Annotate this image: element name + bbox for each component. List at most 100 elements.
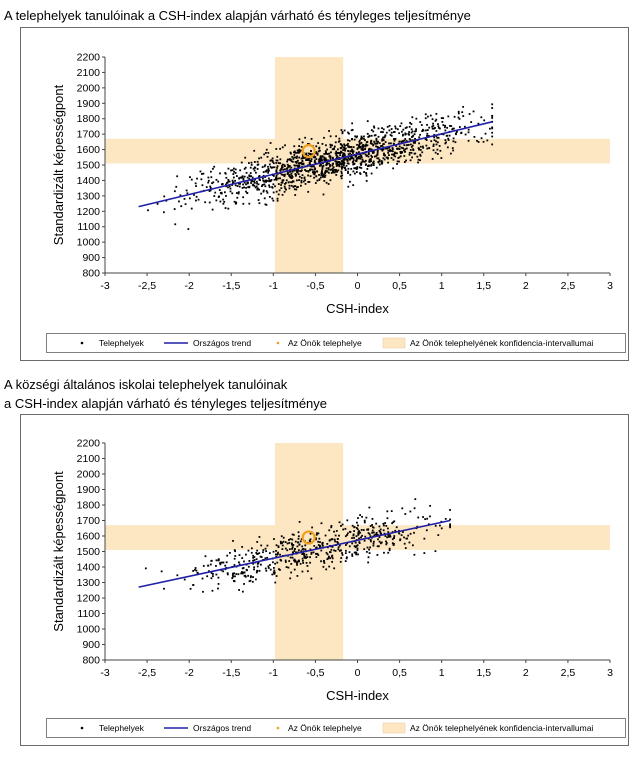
scatter-point bbox=[284, 183, 286, 185]
scatter-point bbox=[421, 151, 424, 154]
scatter-point bbox=[160, 570, 163, 573]
scatter-point bbox=[243, 571, 246, 574]
scatter-point bbox=[283, 168, 286, 171]
scatter-point bbox=[344, 535, 347, 538]
scatter-point bbox=[302, 163, 305, 166]
scatter-point bbox=[209, 186, 212, 189]
scatter-point bbox=[411, 130, 414, 133]
scatter-point bbox=[366, 144, 369, 147]
scatter-point bbox=[335, 163, 338, 165]
scatter-point bbox=[343, 129, 346, 132]
x-tick-label: 0 bbox=[355, 667, 361, 679]
scatter-point bbox=[342, 160, 345, 163]
scatter-point bbox=[323, 176, 326, 178]
trend-line bbox=[138, 121, 493, 208]
scatter-point bbox=[234, 172, 237, 174]
scatter-point bbox=[342, 155, 345, 158]
scatter-point bbox=[296, 562, 298, 565]
scatter-point bbox=[293, 558, 296, 561]
scatter-point bbox=[325, 551, 328, 554]
legend-point-icon bbox=[77, 719, 87, 737]
scatter-point bbox=[280, 167, 283, 169]
scatter-point bbox=[448, 134, 451, 137]
scatter-point bbox=[317, 540, 320, 543]
scatter-point bbox=[332, 166, 335, 169]
scatter-point bbox=[290, 563, 293, 565]
scatter-point bbox=[293, 568, 296, 571]
scatter-point bbox=[414, 137, 416, 140]
scatter-point bbox=[217, 576, 220, 579]
x-tick-label: -3 bbox=[100, 280, 109, 292]
scatter-point bbox=[403, 542, 406, 545]
scatter-point bbox=[482, 140, 485, 143]
scatter-point bbox=[319, 155, 322, 158]
scatter-point bbox=[358, 139, 361, 142]
scatter-point bbox=[217, 583, 220, 585]
scatter-point bbox=[307, 174, 310, 177]
scatter-point bbox=[419, 121, 422, 123]
scatter-point bbox=[351, 148, 353, 151]
scatter-point bbox=[351, 555, 354, 557]
scatter-point bbox=[306, 570, 309, 573]
scatter-point bbox=[320, 549, 323, 552]
scatter-point bbox=[355, 553, 358, 556]
scatter-point bbox=[196, 571, 199, 574]
scatter-point bbox=[321, 175, 324, 178]
scatter-point bbox=[454, 141, 457, 144]
scatter-point bbox=[224, 207, 227, 209]
scatter-point bbox=[268, 179, 271, 182]
scatter-point bbox=[228, 185, 231, 188]
scatter-point bbox=[341, 155, 344, 158]
scatter-point bbox=[380, 145, 382, 147]
scatter-point bbox=[290, 181, 292, 184]
scatter-point bbox=[437, 126, 440, 129]
scatter-point bbox=[238, 185, 241, 188]
scatter-point bbox=[189, 587, 192, 590]
scatter-point bbox=[451, 147, 454, 149]
scatter-point bbox=[424, 137, 427, 140]
scatter-point bbox=[400, 140, 403, 143]
scatter-point bbox=[339, 154, 341, 156]
scatter-point bbox=[238, 589, 240, 591]
scatter-point bbox=[288, 164, 291, 167]
scatter-point bbox=[409, 532, 412, 535]
scatter-point bbox=[333, 168, 336, 171]
scatter-point bbox=[277, 545, 280, 548]
scatter-point bbox=[290, 571, 293, 574]
scatter-point bbox=[331, 167, 334, 170]
scatter-point bbox=[399, 125, 402, 128]
scatter-point bbox=[370, 140, 372, 143]
scatter-point bbox=[253, 181, 256, 184]
scatter-point bbox=[353, 530, 356, 532]
legend-band-icon bbox=[382, 334, 406, 352]
scatter-point bbox=[232, 176, 235, 179]
scatter-point bbox=[349, 173, 352, 176]
scatter-point bbox=[291, 533, 294, 536]
scatter-point bbox=[291, 175, 294, 178]
scatter-point bbox=[341, 162, 344, 165]
scatter-point bbox=[309, 561, 311, 564]
scatter-point bbox=[272, 191, 275, 194]
scatter-point bbox=[363, 519, 366, 522]
scatter-point bbox=[444, 518, 447, 520]
scatter-point bbox=[305, 561, 308, 564]
scatter-point bbox=[352, 152, 354, 154]
scatter-point bbox=[359, 155, 362, 158]
scatter-point bbox=[439, 127, 441, 130]
scatter-point bbox=[393, 542, 395, 545]
scatter-point bbox=[212, 573, 214, 575]
scatter-point bbox=[264, 547, 267, 550]
scatter-point bbox=[476, 139, 478, 142]
y-tick-label: 1500 bbox=[77, 546, 101, 558]
scatter-point bbox=[372, 542, 375, 545]
scatter-point bbox=[242, 571, 245, 574]
scatter-point bbox=[414, 140, 417, 143]
scatter-point bbox=[173, 190, 176, 193]
scatter-point bbox=[419, 145, 422, 148]
scatter-point bbox=[325, 568, 328, 571]
scatter-point bbox=[232, 167, 235, 170]
scatter-point bbox=[226, 573, 229, 576]
scatter-point bbox=[300, 170, 302, 173]
scatter-point bbox=[361, 515, 363, 518]
chart2-frame: 800 900 1000 1100 1200 1300 1400 1500 1600 1700 18… bbox=[20, 414, 629, 746]
